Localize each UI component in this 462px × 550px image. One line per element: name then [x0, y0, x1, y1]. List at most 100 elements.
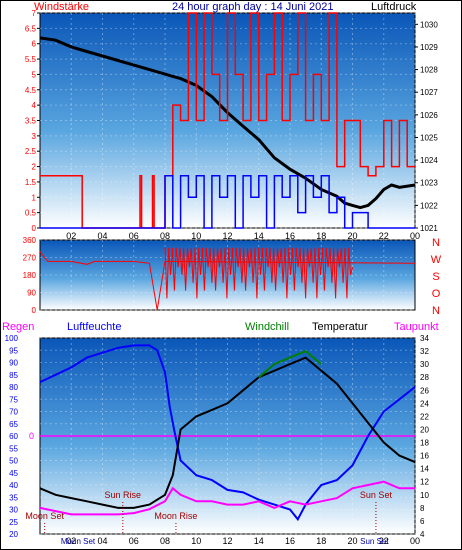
left-tick-label: 50: [9, 457, 18, 466]
series-luftdruck-line: [39, 36, 416, 210]
left-tick-label: 40: [9, 481, 18, 490]
x-tick-label: 12: [222, 536, 232, 546]
left-tick-label: 60: [9, 432, 18, 441]
x-tick-label: 16: [285, 536, 295, 546]
right-tick-label: 1022: [420, 201, 438, 210]
x-tick-label: 20: [347, 231, 357, 241]
right-tick-label: 1023: [420, 179, 438, 188]
series-windchill-line: [258, 349, 322, 378]
left-tick-label: 3.5: [25, 117, 37, 126]
x-tick-label: 14: [254, 231, 264, 241]
left-tick-label: 4.5: [25, 86, 37, 95]
series-temperatur-line: [39, 356, 416, 509]
left-tick-label: 85: [9, 371, 18, 380]
panel-climate-annotations: Moon Set Sun Rise Moon Rise Sun Set Moon Set…: [25, 490, 392, 546]
left-tick-label: 95: [9, 346, 18, 355]
series-taupunkt-line: [39, 480, 415, 516]
right-tick-label: 28: [420, 373, 429, 382]
bottom-label-luftfeuchte: Luftfeuchte: [67, 321, 121, 333]
left-tick-label: 2: [32, 163, 37, 172]
left-tick-label: 20: [9, 530, 18, 539]
right-tick-label: 24: [420, 399, 429, 408]
direction-label: S: [432, 271, 439, 283]
panel-wind-pressure-right-axis: 1021 1022 1023 1024 1025 1026 1027 1028 1029 1030: [415, 20, 438, 233]
bottom-label-regen: Regen: [2, 321, 34, 333]
right-tick-label: 1025: [420, 133, 438, 142]
left-tick-label: 0.5: [25, 209, 37, 218]
right-tick-label: 18: [420, 439, 429, 448]
left-tick-label: 3: [32, 132, 37, 141]
left-tick-label: 0: [32, 224, 37, 233]
right-tick-label: 1021: [420, 224, 438, 233]
left-tick-label: 5: [32, 70, 37, 79]
x-tick-label: 20: [347, 536, 357, 546]
right-tick-label: 20: [420, 425, 429, 434]
x-tick-label: 12: [222, 231, 232, 241]
direction-label: N: [432, 305, 440, 317]
x-tick-label: 16: [285, 231, 295, 241]
left-tick-label: 35: [9, 493, 18, 502]
left-tick-label: 70: [9, 408, 18, 417]
panel-climate-x-axis: 02 04 06 08 10 12 14 16 18 20 22 00: [66, 536, 420, 546]
series-windrichtung-variable: [164, 247, 353, 299]
x-tick-label: 02: [66, 536, 76, 546]
series-windrichtung-line: [39, 251, 416, 311]
right-tick-label: 34: [420, 334, 429, 343]
x-tick-label: 14: [254, 536, 264, 546]
right-tick-label: 22: [420, 412, 429, 421]
regen-zero-label: 0: [29, 431, 34, 441]
right-tick-label: 32: [420, 347, 429, 356]
x-tick-label: 02: [66, 231, 76, 241]
panel-wind-pressure-x-axis: 02 04 06 08 10 12 14 16 18 20 22 00: [66, 231, 420, 241]
direction-label: W: [431, 254, 442, 266]
right-tick-label: 26: [420, 386, 429, 395]
bottom-label-temperatur: Temperatur: [312, 321, 368, 333]
x-tick-label: 08: [160, 231, 170, 241]
right-tick-label: 1029: [420, 43, 438, 52]
left-tick-label: 45: [9, 469, 18, 478]
right-tick-label: 1027: [420, 88, 438, 97]
x-tick-label: 10: [191, 536, 201, 546]
x-tick-label: 06: [129, 231, 139, 241]
bottom-label-windchill: Windchill: [245, 321, 289, 333]
left-tick-label: 7: [32, 9, 37, 18]
panel-wind-pressure-left-axis: 0 0.5 1 1.5 2 2.5 3 3.5 4 4.5 5 5.5 6 6.5 7: [25, 9, 40, 233]
x-tick-label: 00: [410, 536, 420, 546]
x-tick-label: 18: [316, 231, 326, 241]
left-tick-label: 0: [32, 306, 37, 315]
annotation-label: Moon Rise: [154, 511, 197, 521]
annotation-axis-label: Moon Set: [61, 537, 96, 546]
panel-climate-left-axis: 20 25 30 35 40 45 50 55 60 65 70 75 80 85 90 95 100: [5, 334, 415, 539]
left-tick-label: 4: [32, 101, 37, 110]
left-tick-label: 55: [9, 444, 18, 453]
left-tick-label: 65: [9, 420, 18, 429]
right-tick-label: 16: [420, 452, 429, 461]
right-tick-label: 6: [420, 517, 425, 526]
left-tick-label: 100: [5, 334, 19, 343]
x-tick-label: 10: [191, 231, 201, 241]
right-tick-label: 1024: [420, 156, 438, 165]
series-luftfeuchte-line: [39, 344, 416, 522]
x-tick-label: 18: [316, 536, 326, 546]
left-tick-label: 30: [9, 506, 18, 515]
left-tick-label: 25: [9, 518, 18, 527]
panel-direction-left-axis: 0 90 180 270 360: [23, 236, 415, 315]
x-tick-label: 22: [379, 231, 389, 241]
left-tick-label: 180: [23, 271, 37, 280]
annotation-label: Sun Rise: [105, 490, 142, 500]
right-tick-label: 10: [420, 491, 429, 500]
left-tick-label: 80: [9, 383, 18, 392]
annotation-axis-label: Sun Set: [360, 537, 389, 546]
left-tick-label: 5.5: [25, 55, 37, 64]
series-windmittel-line: [40, 175, 415, 229]
header-left-label: Windstärke: [34, 1, 89, 13]
right-tick-label: 8: [420, 504, 425, 513]
header-right-label: Luftdruck: [371, 1, 417, 13]
x-tick-label: 04: [97, 536, 107, 546]
bottom-label-taupunkt: Taupunkt: [394, 321, 439, 333]
right-tick-label: 1030: [420, 20, 438, 29]
direction-label: O: [432, 288, 441, 300]
